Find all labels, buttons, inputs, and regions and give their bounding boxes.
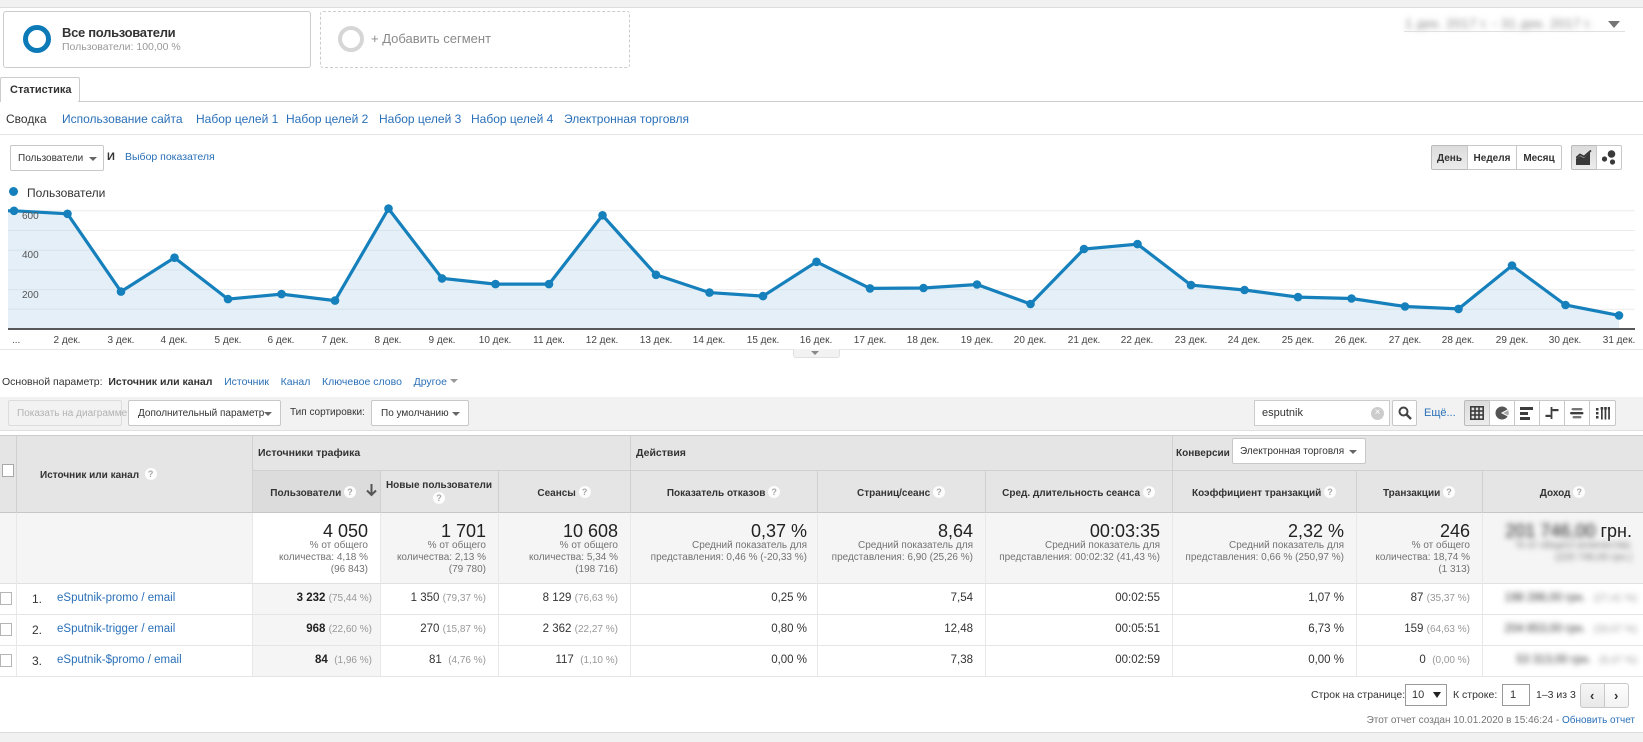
svg-text:24 дек.: 24 дек. (1228, 335, 1260, 346)
svg-text:30 дек.: 30 дек. (1549, 335, 1581, 346)
svg-text:9 дек.: 9 дек. (429, 335, 456, 346)
svg-text:400: 400 (22, 250, 39, 261)
svg-text:23 дек.: 23 дек. (1175, 335, 1207, 346)
svg-text:20 дек.: 20 дек. (1014, 335, 1046, 346)
svg-text:29 дек.: 29 дек. (1496, 335, 1528, 346)
svg-text:200: 200 (22, 290, 39, 301)
svg-text:2 дек.: 2 дек. (54, 335, 81, 346)
svg-text:7 дек.: 7 дек. (322, 335, 349, 346)
svg-text:31 дек.: 31 дек. (1603, 335, 1635, 346)
svg-text:5 дек.: 5 дек. (215, 335, 242, 346)
svg-text:...: ... (12, 335, 20, 346)
svg-text:11 дек.: 11 дек. (533, 335, 565, 346)
svg-text:6 дек.: 6 дек. (268, 335, 295, 346)
svg-text:13 дек.: 13 дек. (640, 335, 672, 346)
svg-text:3 дек.: 3 дек. (108, 335, 135, 346)
svg-text:14 дек.: 14 дек. (693, 335, 725, 346)
svg-text:17 дек.: 17 дек. (854, 335, 886, 346)
svg-text:22 дек.: 22 дек. (1121, 335, 1153, 346)
svg-text:600: 600 (22, 211, 39, 222)
svg-text:4 дек.: 4 дек. (161, 335, 188, 346)
svg-text:27 дек.: 27 дек. (1389, 335, 1421, 346)
svg-text:15 дек.: 15 дек. (747, 335, 779, 346)
svg-text:19 дек.: 19 дек. (961, 335, 993, 346)
svg-text:10 дек.: 10 дек. (479, 335, 511, 346)
svg-text:26 дек.: 26 дек. (1335, 335, 1367, 346)
svg-text:21 дек.: 21 дек. (1068, 335, 1100, 346)
svg-text:12 дек.: 12 дек. (586, 335, 618, 346)
svg-text:18 дек.: 18 дек. (907, 335, 939, 346)
svg-text:8 дек.: 8 дек. (375, 335, 402, 346)
svg-text:28 дек.: 28 дек. (1442, 335, 1474, 346)
svg-text:25 дек.: 25 дек. (1282, 335, 1314, 346)
svg-text:16 дек.: 16 дек. (800, 335, 832, 346)
